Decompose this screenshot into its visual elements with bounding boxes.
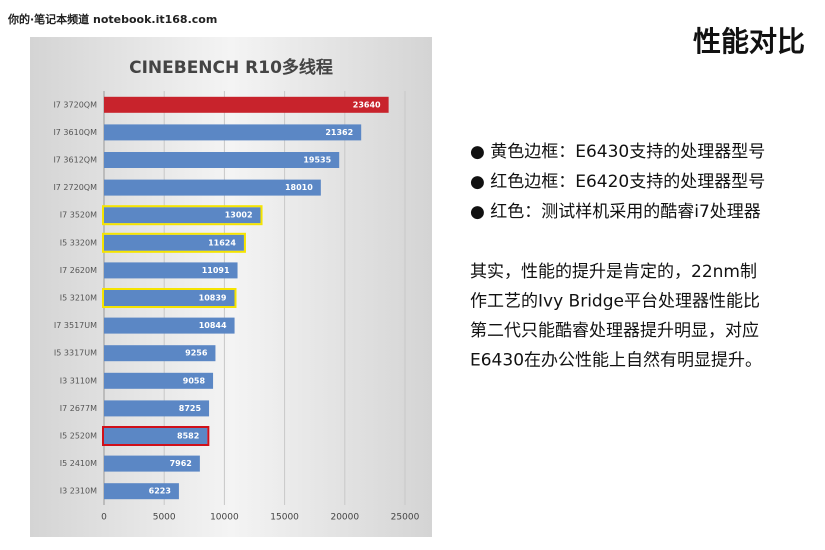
value-label: 6223: [149, 487, 171, 496]
y-tick-label: I7 3517UM: [54, 321, 97, 330]
bar: [104, 290, 235, 306]
bar: [104, 483, 179, 500]
bar: [104, 428, 208, 444]
x-tick-label: 5000: [153, 513, 176, 523]
bar: [104, 372, 214, 389]
y-tick-label: I3 3110M: [60, 376, 97, 385]
bar: [104, 207, 261, 224]
y-tick-label: I5 3317UM: [54, 349, 97, 358]
bullet-item: ● 红色：测试样机采用的酷睿i7处理器: [470, 202, 761, 222]
bar: [104, 96, 389, 113]
value-label: 13002: [225, 211, 253, 220]
value-label: 10839: [199, 294, 227, 303]
y-tick-label: I5 2410M: [60, 459, 97, 468]
heading: 性能对比: [693, 25, 805, 58]
value-label: 11091: [202, 266, 230, 275]
x-tick-label: 20000: [330, 513, 359, 523]
chart-title: CINEBENCH R10多线程: [129, 57, 333, 78]
bar: [104, 234, 244, 251]
bar: [104, 317, 235, 334]
value-label: 10844: [199, 321, 227, 330]
bar: [104, 262, 238, 279]
value-label: 11624: [208, 238, 236, 247]
bullet-item: ● 黄色边框：E6430支持的处理器型号: [470, 142, 765, 162]
chart-panel: [30, 37, 432, 537]
bar: [104, 455, 200, 472]
y-tick-label: I5 3210M: [60, 294, 97, 303]
x-tick-label: 15000: [270, 513, 299, 523]
highlight-border: [102, 426, 210, 446]
value-label: 8582: [177, 432, 199, 441]
x-tick-label: 0: [101, 513, 107, 523]
y-tick-label: I7 2720QM: [53, 183, 97, 192]
bar: [104, 345, 216, 362]
watermark: 你的·笔记本频道 notebook.it168.com: [7, 12, 217, 26]
bar: [104, 400, 210, 417]
value-label: 9058: [183, 376, 206, 385]
value-label: 18010: [285, 183, 313, 192]
y-tick-label: I7 3720QM: [53, 100, 97, 109]
highlight-border: [102, 232, 246, 253]
x-tick-label: 25000: [391, 513, 420, 523]
bar: [104, 179, 321, 196]
y-tick-label: I7 2677M: [60, 404, 97, 413]
paragraph-line: 作工艺的Ivy Bridge平台处理器性能比: [470, 292, 760, 312]
value-label: 9256: [185, 349, 208, 358]
y-tick-label: I7 3612QM: [53, 156, 97, 165]
highlight-border: [102, 205, 263, 226]
y-tick-label: I7 3520M: [60, 211, 97, 220]
paragraph-line: 第二代只能酷睿处理器提升明显，对应: [470, 321, 759, 341]
value-label: 19535: [303, 156, 331, 165]
bullet-item: ● 红色边框：E6420支持的处理器型号: [470, 172, 765, 192]
bar: [104, 124, 362, 141]
value-label: 8725: [179, 404, 202, 413]
value-label: 21362: [325, 128, 353, 137]
value-label: 23640: [353, 100, 381, 109]
value-label: 7962: [170, 459, 192, 468]
y-tick-label: I3 2310M: [60, 487, 97, 496]
y-tick-label: I5 2520M: [60, 432, 97, 441]
bar: [104, 152, 340, 168]
paragraph-line: E6430在办公性能上自然有明显提升。: [470, 351, 762, 371]
highlight-border: [102, 288, 237, 308]
y-tick-label: I7 3610QM: [53, 128, 97, 137]
y-tick-label: I5 3320M: [60, 238, 97, 247]
x-tick-label: 10000: [210, 513, 239, 523]
paragraph-line: 其实，性能的提升是肯定的，22nm制: [470, 262, 757, 282]
y-tick-label: I7 2620M: [60, 266, 97, 275]
